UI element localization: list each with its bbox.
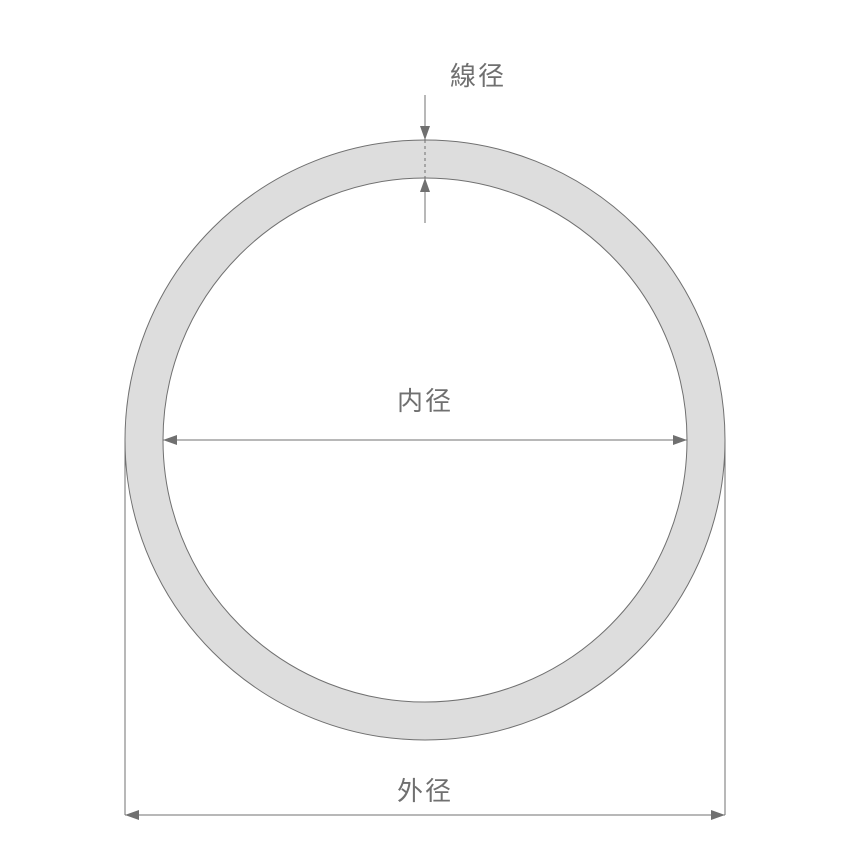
wire-top-arrow-head xyxy=(420,126,430,140)
outer-arrow-left xyxy=(125,810,139,820)
inner-diameter-label: 内径 xyxy=(397,386,453,416)
outer-arrow-right xyxy=(711,810,725,820)
wire-diameter-label: 線径 xyxy=(450,61,506,91)
ring-diagram: 線径 内径 外径 xyxy=(0,0,850,850)
outer-diameter-label: 外径 xyxy=(397,776,453,806)
